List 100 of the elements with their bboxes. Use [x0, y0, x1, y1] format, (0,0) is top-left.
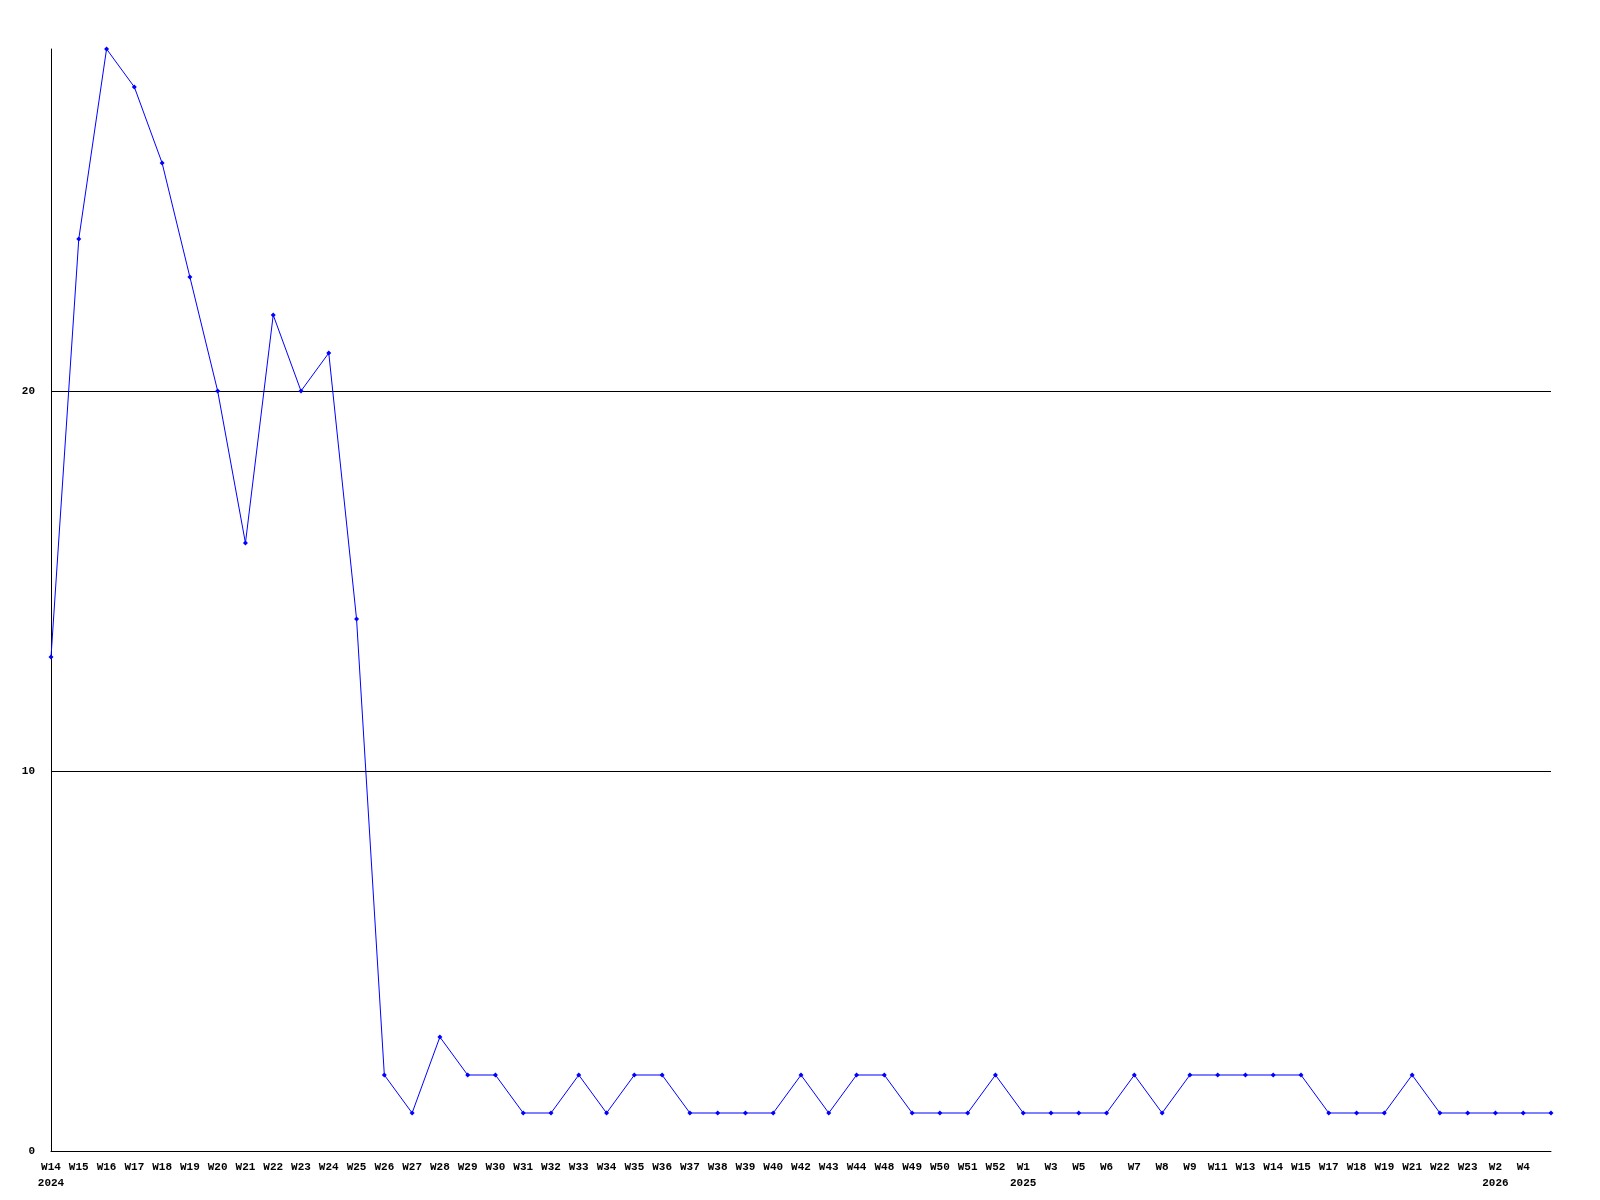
- x-tick-label: W15: [1291, 1161, 1312, 1173]
- point: [492, 1072, 498, 1078]
- x-tick-label: W21: [1402, 1161, 1423, 1173]
- x-tick-label: W1 2025: [1010, 1161, 1037, 1189]
- x-tick-label: W23: [291, 1161, 312, 1173]
- x-tick-label: W37: [679, 1161, 700, 1173]
- point: [298, 388, 304, 394]
- point: [881, 1072, 887, 1078]
- point: [1159, 1110, 1165, 1116]
- x-tick-label: W17: [1318, 1161, 1339, 1173]
- point: [159, 160, 165, 166]
- x-tick-label: W27: [402, 1161, 423, 1173]
- point: [131, 84, 137, 90]
- point: [1381, 1110, 1387, 1116]
- x-tick-label: W7: [1127, 1161, 1141, 1173]
- point: [909, 1110, 915, 1116]
- x-tick-label: W13: [1235, 1161, 1256, 1173]
- point: [1270, 1072, 1276, 1078]
- point: [854, 1072, 860, 1078]
- x-tick-label: W34: [596, 1161, 617, 1173]
- point: [1326, 1110, 1332, 1116]
- point: [548, 1110, 554, 1116]
- point: [715, 1110, 721, 1116]
- x-tick-label: W26: [374, 1161, 395, 1173]
- x-tick-label: W39: [735, 1161, 756, 1173]
- x-tick-label: W2 2026: [1482, 1161, 1509, 1189]
- x-tick-label: W25: [346, 1161, 367, 1173]
- point: [992, 1072, 998, 1078]
- point: [1354, 1110, 1360, 1116]
- x-tick-label: W33: [568, 1161, 590, 1173]
- x-tick-label: W18: [152, 1161, 173, 1173]
- point: [1492, 1110, 1498, 1116]
- y-tick-label: 10: [21, 765, 35, 777]
- x-tick-label: W22: [263, 1161, 284, 1173]
- point: [326, 350, 332, 356]
- point: [1437, 1110, 1443, 1116]
- x-tick-label: W19: [179, 1161, 200, 1173]
- x-tick-label: W24: [318, 1161, 340, 1173]
- x-tick-label: W40: [763, 1161, 784, 1173]
- x-tick-label: W22: [1429, 1161, 1450, 1173]
- point: [1131, 1072, 1137, 1078]
- point: [354, 616, 360, 622]
- point: [937, 1110, 943, 1116]
- point: [1215, 1072, 1221, 1078]
- point: [1520, 1110, 1526, 1116]
- x-tick-label: W4: [1516, 1161, 1531, 1173]
- point: [1104, 1110, 1110, 1116]
- point: [270, 312, 276, 318]
- point: [104, 46, 110, 52]
- point: [187, 274, 193, 280]
- point: [1242, 1072, 1248, 1078]
- point: [1020, 1110, 1026, 1116]
- x-tick-label: W16: [96, 1161, 117, 1173]
- x-tick-label: W14 2024: [37, 1161, 65, 1189]
- point: [742, 1110, 748, 1116]
- x-tick-label: W14: [1263, 1161, 1284, 1173]
- x-tick-label: W6: [1099, 1161, 1114, 1173]
- x-tick-label: W30: [485, 1161, 506, 1173]
- point: [48, 654, 54, 660]
- point: [826, 1110, 832, 1116]
- point: [1409, 1072, 1415, 1078]
- x-tick-label: W28: [429, 1161, 451, 1173]
- point: [520, 1110, 526, 1116]
- x-tick-label: W52: [985, 1161, 1006, 1173]
- x-tick-label: W11: [1207, 1161, 1228, 1173]
- point: [1298, 1072, 1304, 1078]
- x-tick-label: W32: [541, 1161, 561, 1173]
- x-tick-label: W31: [513, 1161, 534, 1173]
- x-tick-label: W36: [652, 1161, 673, 1173]
- x-tick-label: W35: [624, 1161, 645, 1173]
- point: [631, 1072, 637, 1078]
- x-tick-label: W49: [902, 1161, 923, 1173]
- x-tick-label: W29: [457, 1161, 478, 1173]
- point: [409, 1110, 415, 1116]
- x-tick-label: W43: [818, 1161, 840, 1173]
- point: [381, 1072, 387, 1078]
- point: [1076, 1110, 1082, 1116]
- x-tick-label: W8: [1155, 1161, 1170, 1173]
- x-tick-label: W17: [124, 1161, 145, 1173]
- y-tick-label: 20: [21, 385, 35, 397]
- x-tick-label: W50: [929, 1161, 950, 1173]
- point: [687, 1110, 693, 1116]
- point: [604, 1110, 610, 1116]
- x-tick-label: W42: [791, 1161, 811, 1173]
- point: [576, 1072, 582, 1078]
- x-tick-label: W18: [1346, 1161, 1367, 1173]
- x-tick-label: W15: [68, 1161, 90, 1173]
- x-tick-label: W38: [707, 1161, 728, 1173]
- point: [659, 1072, 665, 1078]
- point: [1048, 1110, 1054, 1116]
- point: [437, 1034, 443, 1040]
- point: [76, 236, 82, 242]
- x-tick-label: W48: [874, 1161, 895, 1173]
- x-tick-label: W51: [957, 1161, 978, 1173]
- x-tick-label: W19: [1374, 1161, 1395, 1173]
- point: [798, 1072, 804, 1078]
- point: [215, 388, 221, 394]
- x-tick-label: W3: [1044, 1161, 1058, 1173]
- y-tick-label: 0: [28, 1145, 35, 1157]
- point: [465, 1072, 471, 1078]
